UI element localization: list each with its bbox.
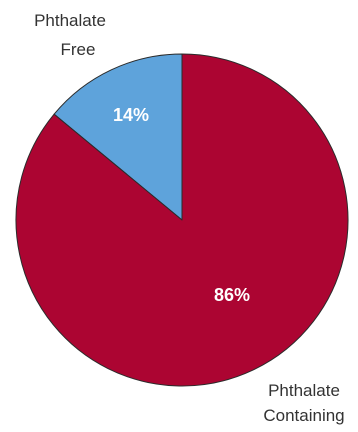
pie-slices	[16, 54, 348, 386]
category-label-phthalate-containing: Phthalate Containing	[263, 381, 344, 425]
category-label-phthalate-free: Phthalate Free	[34, 11, 106, 59]
category-label-line: Containing	[263, 406, 344, 425]
slice-value-label-phthalate-free: 14%	[113, 105, 149, 125]
category-label-line: Free	[61, 40, 96, 59]
category-label-line: Phthalate	[268, 381, 340, 400]
slice-value-label-phthalate-containing: 86%	[214, 285, 250, 305]
category-label-line: Phthalate	[34, 11, 106, 30]
